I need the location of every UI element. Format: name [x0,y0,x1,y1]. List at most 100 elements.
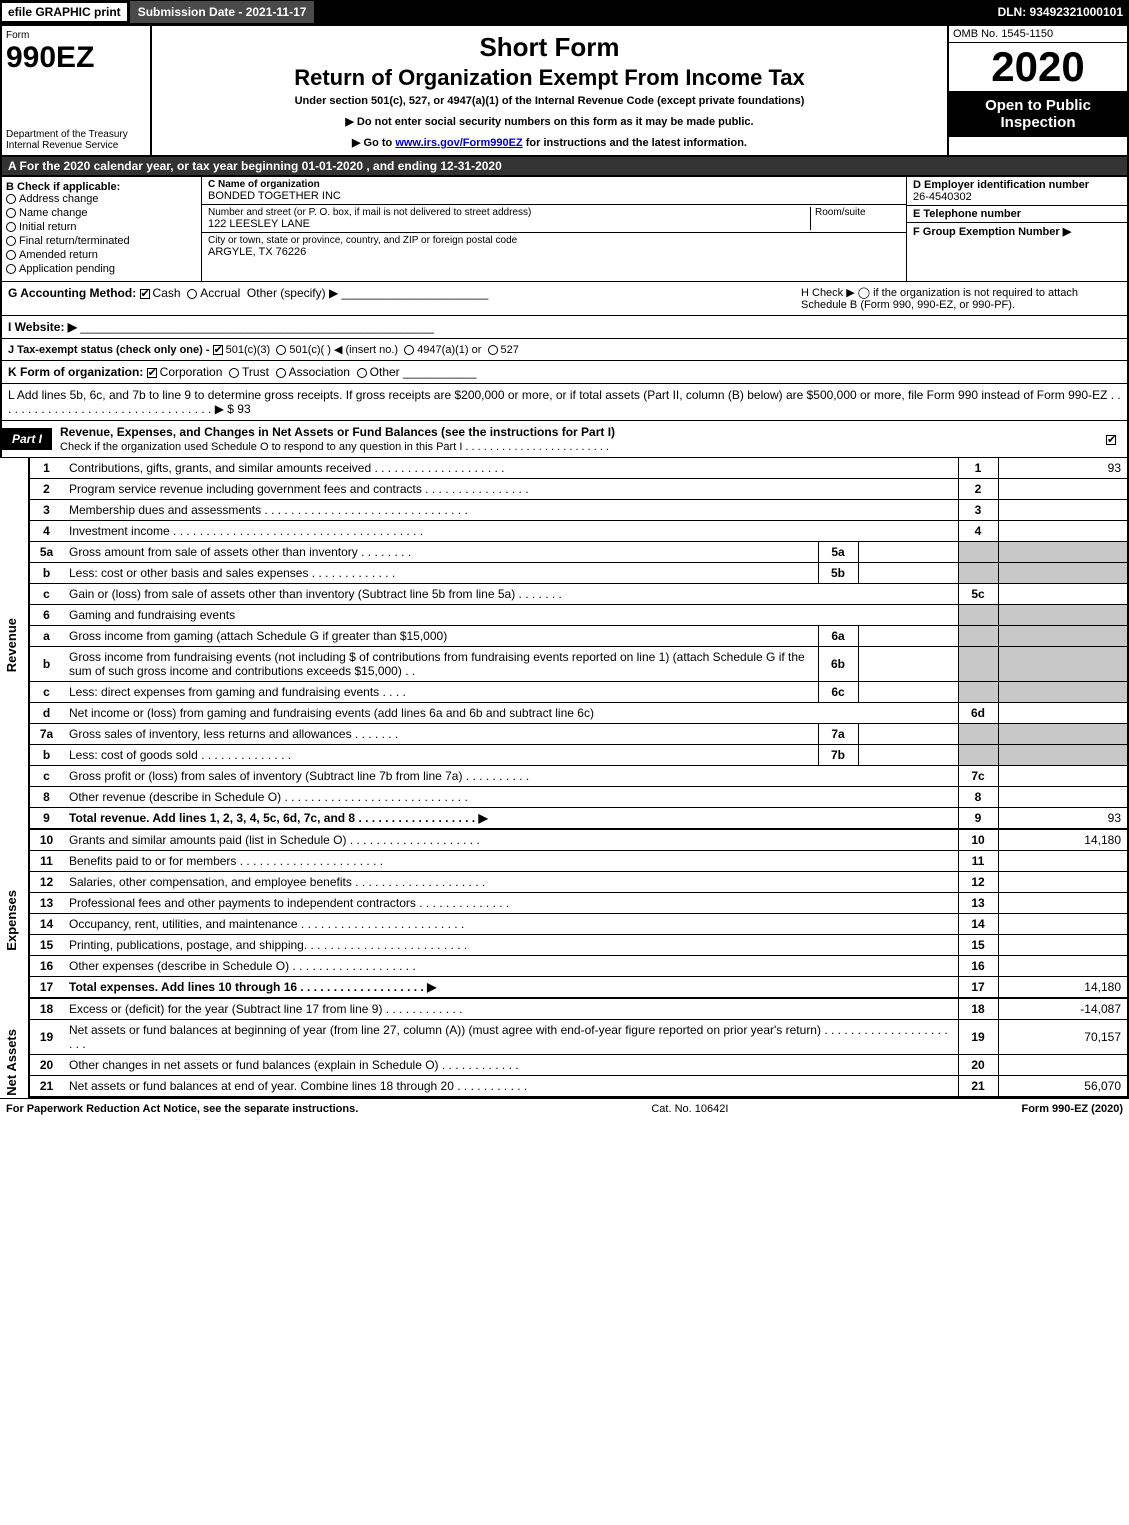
chk-527[interactable] [488,345,498,355]
row8-desc: Other revenue (describe in Schedule O) .… [63,787,958,808]
ein-value: 26-4540302 [913,191,1121,203]
row10-desc: Grants and similar amounts paid (list in… [63,830,958,851]
row18-desc: Excess or (deficit) for the year (Subtra… [63,999,958,1020]
main-title: Return of Organization Exempt From Incom… [162,65,937,91]
row7b-val [998,745,1128,766]
row4-num: 4 [29,521,63,542]
row21-num: 21 [29,1076,63,1098]
c-name-row: C Name of organization BONDED TOGETHER I… [202,177,906,205]
row7b-iv [858,745,958,766]
row11-rn: 11 [958,851,998,872]
row20-val [998,1055,1128,1076]
chk-accrual[interactable] [187,289,197,299]
chk-trust[interactable] [229,368,239,378]
row6c-rn [958,682,998,703]
chk-corp[interactable] [147,368,157,378]
row7b-num: b [29,745,63,766]
irs-link[interactable]: www.irs.gov/Form990EZ [395,137,522,149]
row1-val: 93 [998,458,1128,479]
row6c-iv [858,682,958,703]
chk-address-change[interactable]: Address change [6,193,197,205]
chk-amended[interactable]: Amended return [6,249,197,261]
goto-pre: ▶ Go to [352,137,395,149]
efile-label: efile GRAPHIC print [0,1,129,23]
d-ein-row: D Employer identification number 26-4540… [907,177,1127,206]
row6-val [998,605,1128,626]
g-accounting: G Accounting Method: Cash Accrual Other … [8,286,488,300]
chk-final-return[interactable]: Final return/terminated [6,235,197,247]
lbl-other-org: Other [370,365,400,379]
row7c-desc: Gross profit or (loss) from sales of inv… [63,766,958,787]
chk-501c3[interactable] [213,345,223,355]
row6d-val [998,703,1128,724]
row17-desc: Total expenses. Add lines 10 through 16 … [63,977,958,999]
row6d-desc: Net income or (loss) from gaming and fun… [63,703,958,724]
row6d-rn: 6d [958,703,998,724]
row7a-iv [858,724,958,745]
row16-rn: 16 [958,956,998,977]
dln-label: DLN: 93492321000101 [998,5,1129,19]
row6-rn [958,605,998,626]
row7b-ib: 7b [818,745,858,766]
room-label: Room/suite [810,207,900,230]
l-value: 93 [237,402,250,416]
h-schedule-b: H Check ▶ ◯ if the organization is not r… [801,286,1121,311]
row20-desc: Other changes in net assets or fund bala… [63,1055,958,1076]
row17-rn: 17 [958,977,998,999]
side-expenses: Expenses [4,890,19,951]
footer-left: For Paperwork Reduction Act Notice, see … [6,1103,358,1115]
row18-num: 18 [29,999,63,1020]
page-footer: For Paperwork Reduction Act Notice, see … [0,1098,1129,1119]
city-value: ARGYLE, TX 76226 [208,246,900,258]
chk-pending[interactable]: Application pending [6,263,197,275]
row14-val [998,914,1128,935]
row6c-num: c [29,682,63,703]
chk-4947[interactable] [404,345,414,355]
row21-rn: 21 [958,1076,998,1098]
d-label: D Employer identification number [913,179,1121,191]
row6a-desc: Gross income from gaming (attach Schedul… [63,626,818,647]
row10-num: 10 [29,830,63,851]
row5b-ib: 5b [818,563,858,584]
i-label: I Website: ▶ [8,320,77,334]
sub-title: Under section 501(c), 527, or 4947(a)(1)… [162,95,937,107]
street-value: 122 LEESLEY LANE [208,218,810,230]
lbl-527: 527 [501,344,519,356]
row10-rn: 10 [958,830,998,851]
row7c-num: c [29,766,63,787]
row16-desc: Other expenses (describe in Schedule O) … [63,956,958,977]
chk-other-org[interactable] [357,368,367,378]
row6a-ib: 6a [818,626,858,647]
side-netassets: Net Assets [4,1029,19,1096]
part1-checkbox[interactable] [1106,432,1127,446]
header-mid: Short Form Return of Organization Exempt… [152,26,947,155]
row6b-ib: 6b [818,647,858,682]
side-revenue: Revenue [4,618,19,672]
form-word: Form [6,30,146,41]
row18-val: -14,087 [998,999,1128,1020]
row6b-num: b [29,647,63,682]
row6b-iv [858,647,958,682]
part1-num: Part I [2,428,52,450]
chk-initial-return[interactable]: Initial return [6,221,197,233]
row16-val [998,956,1128,977]
row7c-val [998,766,1128,787]
expenses-block: Expenses 10Grants and similar amounts pa… [0,830,1129,999]
e-phone-row: E Telephone number [907,206,1127,223]
netassets-block: Net Assets 18Excess or (deficit) for the… [0,999,1129,1098]
row5a-val [998,542,1128,563]
chk-cash[interactable] [140,289,150,299]
row6c-val [998,682,1128,703]
row21-desc: Net assets or fund balances at end of ye… [63,1076,958,1098]
row3-rn: 3 [958,500,998,521]
ssn-warning: ▶ Do not enter social security numbers o… [162,115,937,128]
row5a-ib: 5a [818,542,858,563]
chk-501c[interactable] [276,345,286,355]
row5a-iv [858,542,958,563]
irs-label: Internal Revenue Service [6,140,146,151]
row7c-rn: 7c [958,766,998,787]
goto-note: ▶ Go to www.irs.gov/Form990EZ for instru… [162,136,937,149]
chk-assoc[interactable] [276,368,286,378]
row19-num: 19 [29,1020,63,1055]
chk-name-change[interactable]: Name change [6,207,197,219]
